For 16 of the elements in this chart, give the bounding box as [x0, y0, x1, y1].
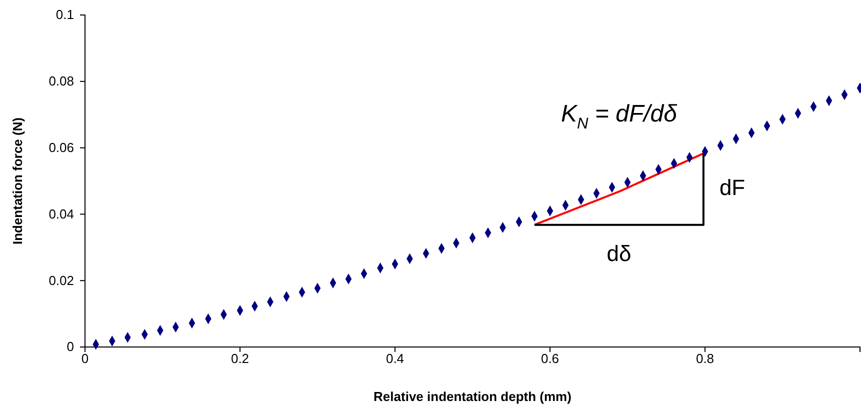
x-tick-label: 0.6: [540, 351, 560, 366]
y-axis-title: Indentation force (N): [10, 117, 25, 245]
x-tick-label: 0: [81, 351, 89, 366]
annotation: K$_{N}$ = dF/dδ: [560, 100, 678, 132]
x-tick-label: 0.4: [386, 351, 404, 366]
annotation: dF: [719, 174, 746, 200]
x-axis-title: Relative indentation depth (mm): [374, 389, 572, 404]
y-tick-label: 0.08: [48, 74, 74, 89]
x-tick-label: 0.8: [696, 351, 714, 366]
y-tick-label: 0: [66, 339, 74, 354]
y-tick-label: 0.1: [56, 7, 74, 22]
x-tick-label: 0.2: [230, 351, 250, 366]
y-tick-label: 0.02: [48, 272, 74, 288]
annotation: dδ: [606, 240, 632, 266]
y-tick-label: 0.06: [48, 140, 74, 155]
y-tick-label: 0.04: [48, 206, 74, 222]
